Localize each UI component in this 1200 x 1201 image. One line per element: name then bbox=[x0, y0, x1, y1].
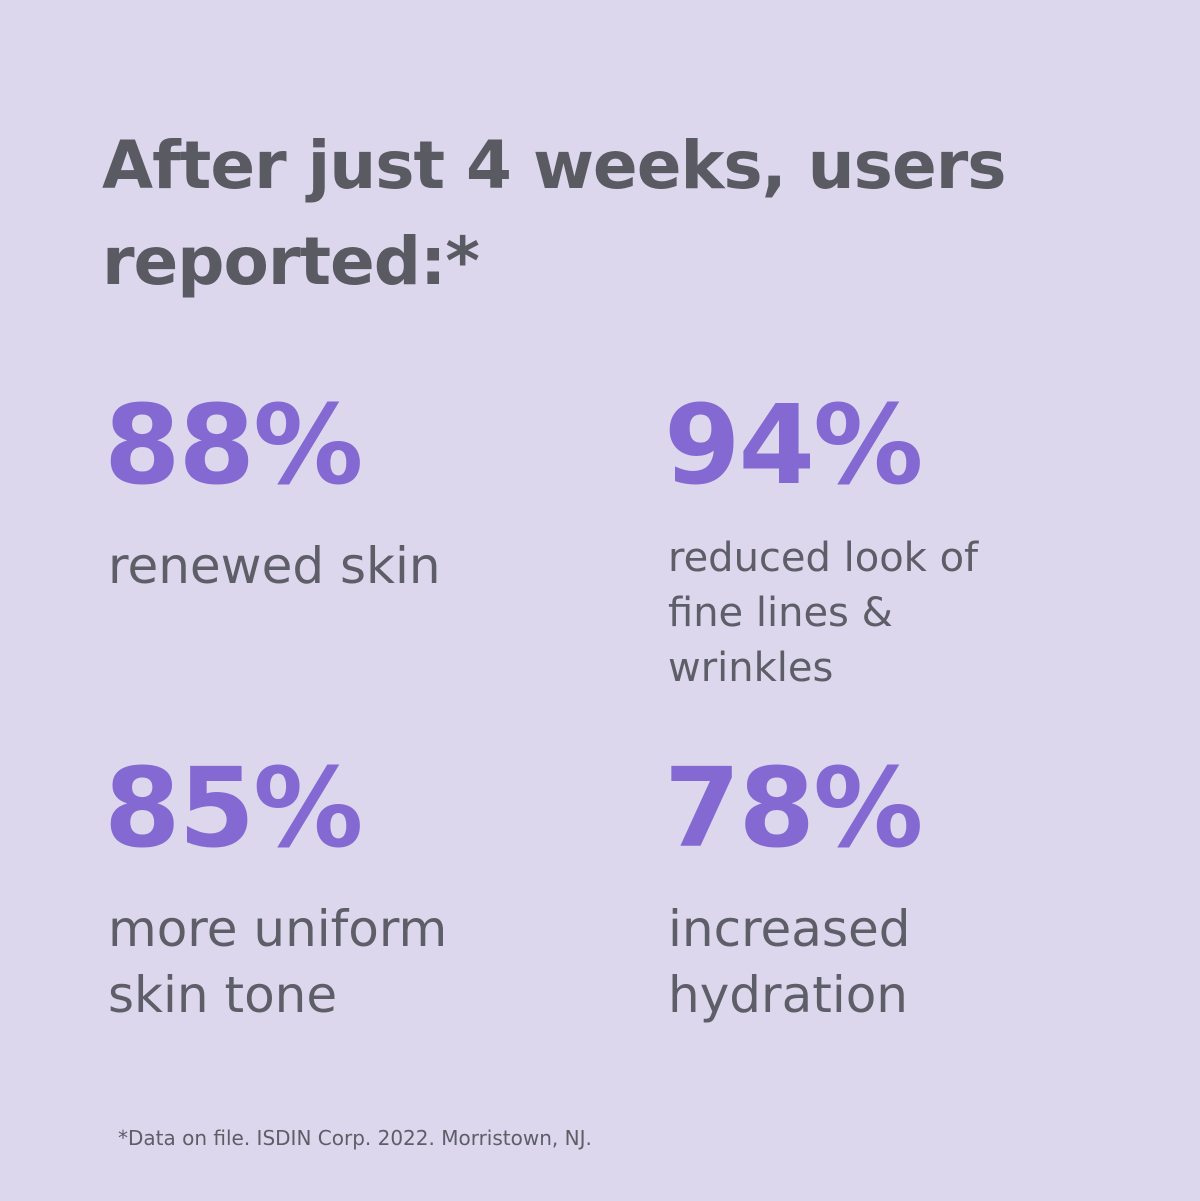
stat-value: 94% bbox=[664, 381, 923, 509]
stat-value: 88% bbox=[104, 381, 363, 509]
stat-label: renewed skin bbox=[108, 537, 441, 595]
stat-uniform-skin-tone: 85% more uniform skin tone bbox=[104, 748, 574, 1028]
stat-hydration: 78% increased hydration bbox=[664, 748, 1134, 1028]
stat-label: reduced look of fine lines & wrinkles bbox=[668, 535, 979, 691]
footnote: *Data on file. ISDIN Corp. 2022. Morrist… bbox=[118, 1126, 592, 1150]
stat-value: 78% bbox=[664, 744, 923, 872]
stat-renewed-skin: 88% renewed skin bbox=[104, 385, 574, 599]
stat-fine-lines: 94% reduced look of fine lines & wrinkle… bbox=[664, 385, 1134, 696]
stat-label: increased hydration bbox=[668, 900, 911, 1024]
headline: After just 4 weeks, users reported:* bbox=[102, 127, 1007, 300]
stat-value: 85% bbox=[104, 744, 363, 872]
stat-label: more uniform skin tone bbox=[108, 900, 448, 1024]
